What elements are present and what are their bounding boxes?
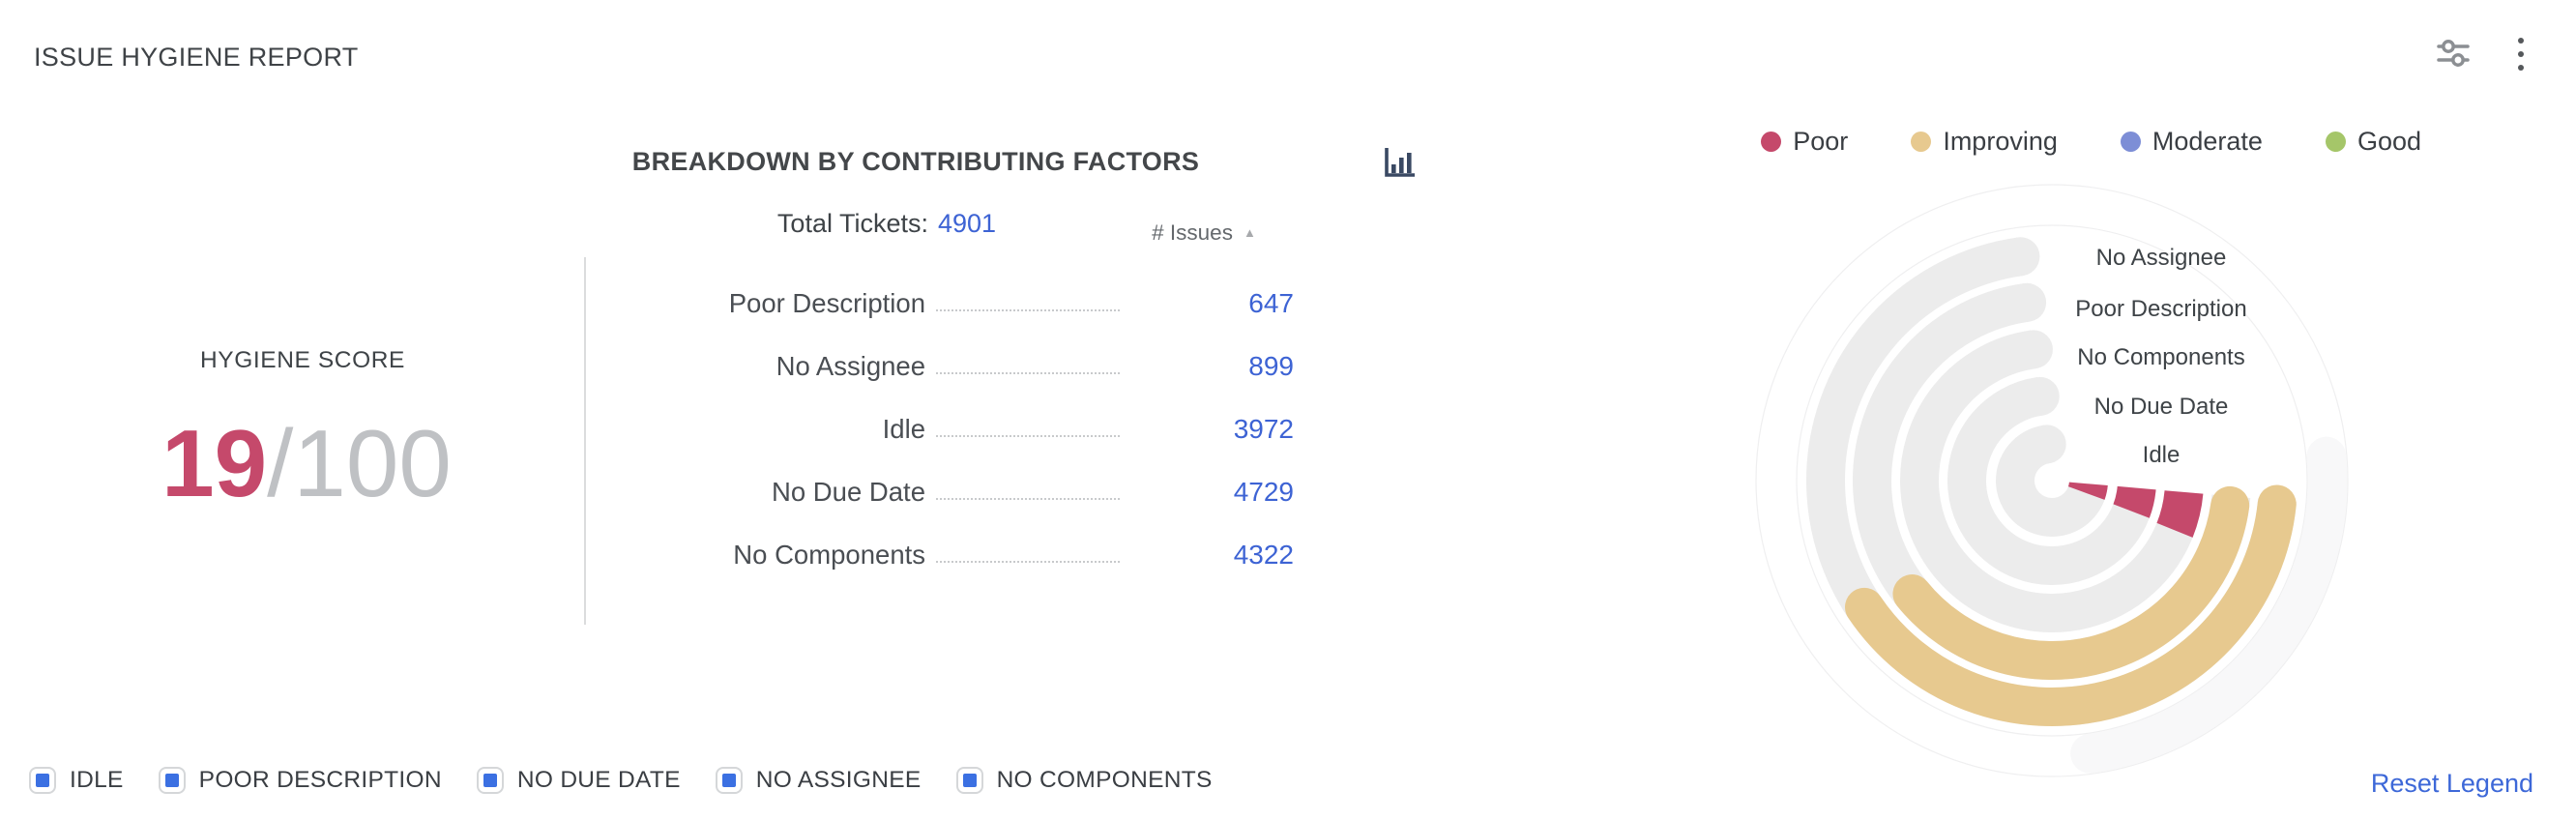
series-toggle[interactable]: POOR DESCRIPTION (158, 767, 442, 794)
series-toggle[interactable]: IDLE (29, 767, 124, 794)
checkbox-icon[interactable] (29, 767, 56, 794)
status-legend-item: Moderate (2120, 127, 2263, 157)
table-row: No Assignee 899 (600, 335, 1294, 397)
total-tickets: Total Tickets: 4901 (597, 209, 1177, 239)
hygiene-score-value: 19/100 (16, 414, 597, 513)
factor-label: Poor Description (728, 287, 925, 318)
dotted-leader (936, 308, 1120, 311)
legend-dot-icon (2120, 132, 2141, 152)
reset-legend-link[interactable]: Reset Legend (2370, 769, 2533, 798)
kebab-menu-icon (2518, 38, 2524, 71)
factor-issue-count[interactable]: 4729 (1233, 476, 1294, 507)
factor-label: Idle (882, 413, 925, 444)
table-row: Poor Description 647 (600, 272, 1294, 335)
legend-label: Improving (1943, 127, 2058, 156)
table-row: No Components 4322 (600, 523, 1294, 586)
factor-label: No Assignee (776, 350, 925, 381)
ring-label: No Due Date (2093, 394, 2229, 420)
factor-issue-count[interactable]: 4322 (1233, 539, 1294, 570)
table-row: No Due Date 4729 (600, 460, 1294, 523)
series-toggle-label: NO ASSIGNEE (755, 767, 922, 793)
dotted-leader (936, 434, 1120, 437)
legend-dot-icon (1761, 132, 1782, 152)
legend-label: Moderate (2152, 127, 2263, 156)
bar-chart-icon[interactable] (1377, 141, 1421, 186)
ring-label: Poor Description (2075, 296, 2247, 322)
table-row: Idle 3972 (600, 397, 1294, 460)
series-legend: IDLE POOR DESCRIPTION NO DUE DATE NO ASSIGN… (29, 767, 1213, 794)
factor-issue-count[interactable]: 647 (1248, 287, 1294, 318)
dotted-leader (936, 371, 1120, 374)
status-legend: Poor Improving Moderate Good (1761, 127, 2421, 157)
series-toggle[interactable]: NO DUE DATE (476, 767, 681, 794)
breakdown-heading: BREAKDOWN BY CONTRIBUTING FACTORS (631, 147, 1200, 176)
issues-column-header[interactable]: # Issues ▲ (1152, 220, 1256, 245)
series-toggle-label: POOR DESCRIPTION (198, 767, 442, 793)
total-tickets-value[interactable]: 4901 (937, 209, 997, 238)
score-numerator: 19 (161, 410, 268, 516)
checkbox-icon[interactable] (476, 767, 504, 794)
sort-ascending-icon: ▲ (1243, 224, 1256, 240)
more-options-button[interactable] (2499, 32, 2543, 76)
legend-dot-icon (2325, 132, 2346, 152)
factor-label: No Components (733, 539, 925, 570)
legend-dot-icon (1911, 132, 1932, 152)
sliders-icon (2435, 35, 2472, 74)
series-toggle-label: NO COMPONENTS (996, 767, 1213, 793)
checkbox-icon[interactable] (715, 767, 743, 794)
total-tickets-label: Total Tickets: (776, 209, 928, 238)
widget-title: ISSUE HYGIENE REPORT (34, 43, 359, 72)
series-toggle-label: NO DUE DATE (516, 767, 681, 793)
ring-label: Idle (2142, 442, 2181, 468)
filter-settings-button[interactable] (2431, 32, 2475, 76)
series-toggle[interactable]: NO COMPONENTS (955, 767, 1213, 794)
status-legend-item: Poor (1761, 127, 1848, 157)
legend-label: Good (2356, 127, 2421, 156)
status-legend-item: Improving (1911, 127, 2058, 157)
factor-table: Poor Description 647 No Assignee 899 Idle 397… (600, 272, 1294, 586)
score-denominator: /100 (267, 410, 452, 516)
dotted-leader (936, 497, 1120, 500)
vertical-divider (584, 257, 586, 625)
series-toggle[interactable]: NO ASSIGNEE (715, 767, 922, 794)
ring-label: No Components (2077, 344, 2245, 370)
legend-label: Poor (1793, 127, 1849, 156)
status-legend-item: Good (2325, 127, 2421, 157)
factor-label: No Due Date (772, 476, 925, 507)
series-toggle-label: IDLE (70, 767, 124, 793)
hygiene-score-label: HYGIENE SCORE (199, 347, 405, 373)
radial-factor-chart (1755, 184, 2349, 777)
checkbox-icon[interactable] (955, 767, 983, 794)
ring-label: No Assignee (2095, 245, 2227, 271)
dotted-leader (936, 560, 1120, 563)
checkbox-icon[interactable] (158, 767, 186, 794)
factor-issue-count[interactable]: 899 (1248, 350, 1294, 381)
factor-issue-count[interactable]: 3972 (1233, 413, 1294, 444)
